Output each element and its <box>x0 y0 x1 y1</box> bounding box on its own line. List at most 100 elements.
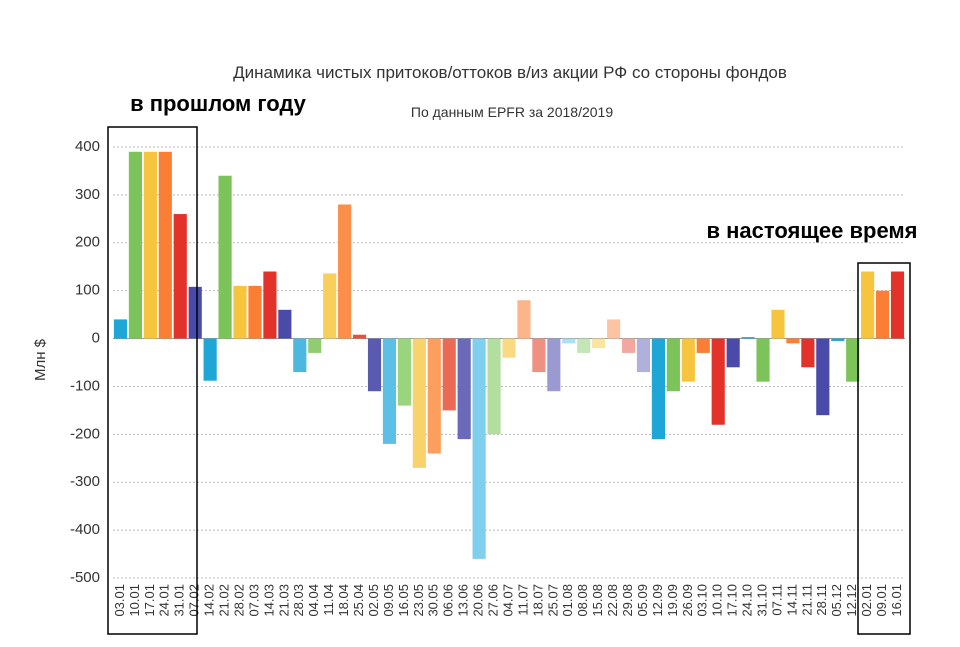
bar <box>293 338 307 373</box>
bar <box>861 271 875 339</box>
bar <box>547 338 561 392</box>
bar <box>427 338 441 454</box>
bar <box>651 338 666 440</box>
bar <box>218 175 232 339</box>
y-tick-label: 400 <box>75 138 100 155</box>
bar <box>711 338 725 425</box>
y-tick-label: -300 <box>70 473 100 490</box>
bar <box>442 338 456 411</box>
bar <box>607 319 621 339</box>
x-tick-label: 12.12 <box>844 584 859 617</box>
x-tick-label: 25.07 <box>545 584 560 617</box>
x-tick-label: 04.04 <box>306 584 321 617</box>
chart-subtitle: По данным EPFR за 2018/2019 <box>411 104 613 120</box>
bar <box>248 285 262 339</box>
bar <box>367 338 382 392</box>
bar <box>382 338 397 444</box>
bar <box>412 338 426 468</box>
x-tick-label: 25.04 <box>351 584 366 617</box>
bar <box>517 300 531 339</box>
chart-title: Динамика чистых притоков/оттоков в/из ак… <box>233 63 787 82</box>
bar <box>323 273 337 339</box>
bar <box>621 338 636 353</box>
y-axis-label: Млн $ <box>32 338 49 381</box>
highlight-box <box>857 262 911 635</box>
bar <box>143 151 157 339</box>
x-tick-label: 07.03 <box>246 584 261 617</box>
bar <box>562 338 576 344</box>
x-tick-label: 01.08 <box>560 584 575 617</box>
x-tick-label: 28.03 <box>291 584 306 617</box>
x-tick-label: 18.04 <box>336 584 351 617</box>
y-tick-label: -500 <box>70 569 100 586</box>
x-tick-label: 12.09 <box>650 584 665 617</box>
x-tick-label: 24.10 <box>740 584 755 617</box>
highlight-box <box>107 126 198 635</box>
x-tick-label: 05.12 <box>829 584 844 617</box>
x-tick-label: 23.05 <box>411 584 426 617</box>
x-tick-label: 18.07 <box>530 584 545 617</box>
x-tick-label: 14.03 <box>261 584 276 617</box>
bar <box>801 338 815 368</box>
x-tick-label: 11.07 <box>515 584 530 616</box>
bar <box>756 338 770 382</box>
x-tick-label: 21.02 <box>217 584 232 617</box>
bar <box>158 151 172 339</box>
x-tick-label: 27.06 <box>485 584 500 617</box>
x-tick-label: 21.11 <box>799 584 814 616</box>
x-tick-label: 24.01 <box>157 584 172 617</box>
x-tick-label: 28.02 <box>231 584 246 617</box>
x-tick-label: 19.09 <box>665 584 680 617</box>
bar <box>502 338 516 358</box>
x-tick-label: 02.05 <box>366 584 381 617</box>
bar <box>816 338 830 416</box>
x-tick-label: 13.06 <box>456 584 471 617</box>
x-tick-label: 14.02 <box>202 584 217 617</box>
bar <box>771 309 785 339</box>
bar <box>188 286 202 339</box>
y-tick-label: 300 <box>75 186 100 203</box>
x-tick-label: 03.01 <box>112 584 127 617</box>
x-tick-label: 21.03 <box>276 584 291 617</box>
x-tick-label: 29.08 <box>620 584 635 617</box>
x-tick-label: 17.01 <box>142 584 157 617</box>
bar <box>577 338 591 353</box>
bar <box>876 290 890 339</box>
bar <box>636 338 651 373</box>
bar <box>278 309 292 339</box>
annotation: в настоящее время <box>706 218 917 243</box>
bar <box>338 204 352 339</box>
x-tick-label: 31.01 <box>172 584 187 617</box>
annotation: в прошлом году <box>130 91 307 116</box>
x-tick-label: 10.01 <box>127 584 142 617</box>
x-tick-label: 09.01 <box>874 584 889 617</box>
bar <box>726 338 740 368</box>
x-tick-label: 17.10 <box>725 584 740 617</box>
bar <box>203 338 217 381</box>
x-tick-label: 20.06 <box>471 584 486 617</box>
bar <box>666 338 680 392</box>
x-tick-label: 11.04 <box>321 584 336 616</box>
bar <box>592 338 606 349</box>
bar <box>532 338 546 373</box>
bar <box>472 338 486 559</box>
x-tick-label: 06.06 <box>441 584 456 617</box>
x-tick-label: 04.07 <box>500 584 515 617</box>
bar <box>263 271 277 339</box>
x-tick-label: 07.02 <box>187 584 202 617</box>
bar <box>831 338 845 341</box>
x-tick-label: 09.05 <box>381 584 396 617</box>
bar <box>681 338 695 382</box>
y-tick-label: 200 <box>75 234 100 251</box>
y-tick-label: 0 <box>92 330 100 347</box>
x-tick-label: 30.05 <box>426 584 441 617</box>
bar <box>457 338 471 440</box>
bar <box>128 151 142 339</box>
y-tick-label: -200 <box>70 425 100 442</box>
x-tick-label: 31.10 <box>754 584 769 617</box>
bar <box>487 338 501 435</box>
x-tick-label: 16.05 <box>396 584 411 617</box>
x-tick-label: 05.09 <box>635 584 650 617</box>
